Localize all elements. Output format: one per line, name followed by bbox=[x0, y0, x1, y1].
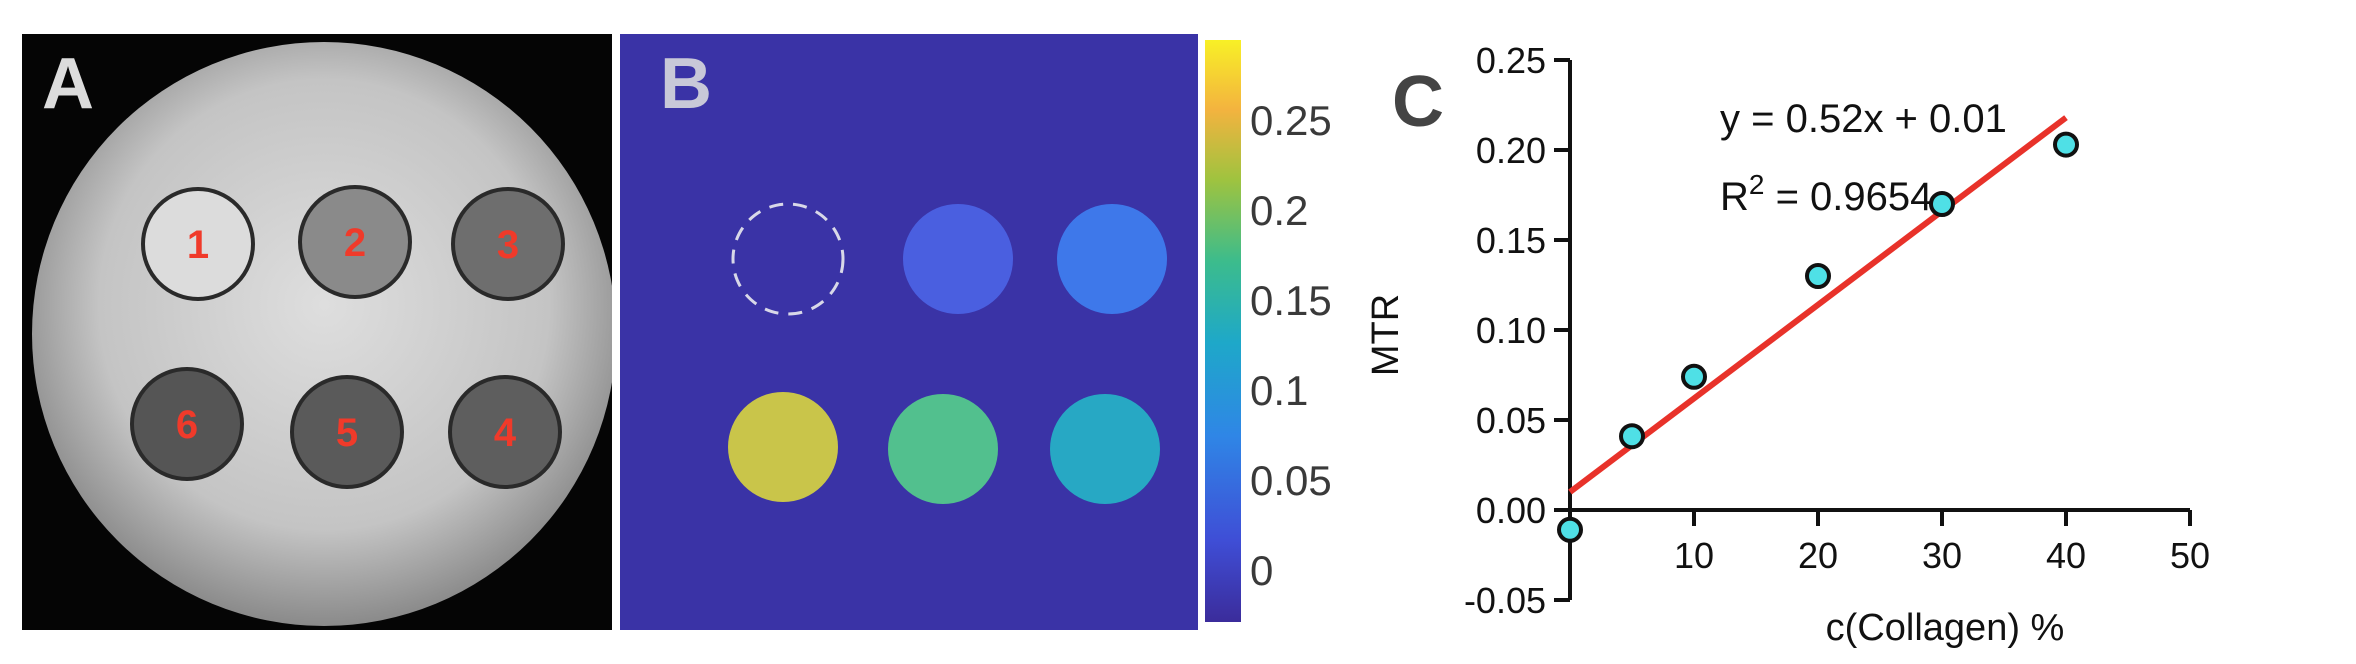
colorbar-tick-0: 0 bbox=[1250, 547, 1274, 594]
data-point bbox=[1929, 191, 1955, 217]
colorbar-tick-0.25: 0.25 bbox=[1250, 97, 1332, 144]
y-tick-label: 0.20 bbox=[1476, 130, 1546, 171]
vial-4-map bbox=[1050, 394, 1160, 504]
y-tick-label: 0.25 bbox=[1476, 40, 1546, 81]
mtr-vs-collagen-chart: C 0.25 0.20 0.15 0.10 0.05 0.00 -0.05 10 20 30 40 5… bbox=[1365, 40, 2210, 649]
y-tick-label: 0.10 bbox=[1476, 310, 1546, 351]
mtr-map-panel-b bbox=[620, 34, 1198, 630]
mri-image: 1 2 3 6 5 4 bbox=[32, 42, 612, 626]
r2-value: = 0.9654 bbox=[1764, 175, 1932, 219]
fit-equation: y = 0.52x + 0.01 bbox=[1720, 97, 2007, 141]
data-point bbox=[1557, 516, 1583, 543]
x-tick-label: 20 bbox=[1798, 535, 1838, 576]
phantom-disc bbox=[32, 42, 612, 626]
vial-label-6: 6 bbox=[176, 403, 198, 447]
vial-1-outline bbox=[731, 202, 845, 316]
vial-6 bbox=[130, 367, 244, 481]
vial-5 bbox=[290, 375, 404, 489]
x-tick-label: 50 bbox=[2170, 535, 2210, 576]
data-point bbox=[1619, 423, 1645, 450]
vial-label-2: 2 bbox=[344, 221, 366, 265]
colorbar-tick-0.15: 0.15 bbox=[1250, 277, 1332, 324]
colorbar bbox=[1205, 40, 1241, 622]
vial-5-map bbox=[888, 394, 998, 504]
vial-3-map bbox=[1057, 204, 1167, 314]
vial-3 bbox=[451, 187, 565, 301]
colorbar-tick-0.1: 0.1 bbox=[1250, 367, 1309, 414]
vial-label-1: 1 bbox=[187, 223, 209, 267]
panel-label-b: B bbox=[660, 44, 712, 124]
fit-line bbox=[1568, 115, 2068, 495]
panel-label-a: A bbox=[42, 44, 94, 124]
mri-panel-a: 1 2 3 6 5 4 bbox=[22, 34, 612, 630]
panel-label-c: C bbox=[1392, 62, 1444, 142]
data-point bbox=[1681, 363, 1707, 390]
vial-2 bbox=[298, 185, 412, 299]
y-tick-label: 0.05 bbox=[1476, 400, 1546, 441]
vial-6-map bbox=[728, 392, 838, 502]
data-point bbox=[2053, 131, 2079, 158]
data-point bbox=[1805, 263, 1831, 289]
x-tick-label: 10 bbox=[1674, 535, 1714, 576]
vial-label-4: 4 bbox=[494, 411, 517, 455]
x-tick-label: 40 bbox=[2046, 535, 2086, 576]
x-tick-label: 30 bbox=[1922, 535, 1962, 576]
r-squared-label: R2 = 0.9654 bbox=[1720, 169, 1932, 219]
vial-label-3: 3 bbox=[497, 223, 519, 267]
vial-2-map bbox=[903, 204, 1013, 314]
y-tick-label: 0.15 bbox=[1476, 220, 1546, 261]
y-axis-label: MTR bbox=[1365, 294, 1407, 376]
x-axis-label: c(Collagen) % bbox=[1826, 607, 2065, 649]
mtr-map bbox=[728, 202, 1167, 504]
vial-1 bbox=[141, 187, 255, 301]
vial-4 bbox=[448, 375, 562, 489]
r2-exponent: 2 bbox=[1749, 169, 1765, 200]
r2-prefix: R bbox=[1720, 175, 1749, 219]
y-tick-label: 0.00 bbox=[1476, 490, 1546, 531]
scatter-panel-c: C 0.25 0.20 0.15 0.10 0.05 0.00 -0.05 10 20 30 40 5… bbox=[1360, 20, 2356, 659]
y-tick-label: -0.05 bbox=[1464, 580, 1546, 621]
vial-label-5: 5 bbox=[336, 411, 358, 455]
colorbar-tick-0.05: 0.05 bbox=[1250, 457, 1332, 504]
colorbar-tick-0.2: 0.2 bbox=[1250, 187, 1309, 234]
